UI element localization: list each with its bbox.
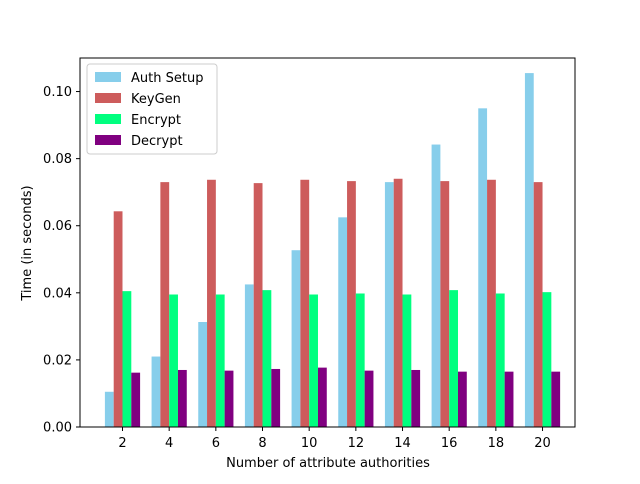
y-axis-label: Time (in seconds) xyxy=(20,185,35,301)
bar-keygen-16 xyxy=(440,181,450,427)
bar-encrypt-14 xyxy=(402,294,412,427)
bar-auth-setup-16 xyxy=(431,144,441,428)
bar-decrypt-10 xyxy=(317,367,327,427)
legend-label-keygen: KeyGen xyxy=(131,92,181,107)
bar-decrypt-18 xyxy=(504,371,514,427)
bar-decrypt-6 xyxy=(224,370,234,427)
bar-encrypt-16 xyxy=(449,290,458,427)
x-tick-label: 20 xyxy=(534,436,551,451)
bar-keygen-20 xyxy=(533,182,543,427)
x-tick-label: 4 xyxy=(165,436,173,451)
bar-encrypt-6 xyxy=(215,294,225,427)
bar-keygen-6 xyxy=(207,179,216,427)
legend-label-encrypt: Encrypt xyxy=(131,113,181,128)
bar-encrypt-4 xyxy=(169,294,178,427)
x-tick-label: 6 xyxy=(212,436,220,451)
bar-encrypt-2 xyxy=(122,291,132,427)
y-tick-label: 0.10 xyxy=(43,85,72,100)
x-tick-label: 14 xyxy=(394,436,411,451)
bar-auth-setup-8 xyxy=(244,284,254,427)
bar-auth-setup-12 xyxy=(338,217,348,427)
bar-auth-setup-18 xyxy=(478,108,488,427)
y-axis-ticks: 0.00 0.02 0.04 0.06 0.08 0.10 xyxy=(43,85,80,436)
legend-swatch-encrypt xyxy=(95,114,121,124)
legend-swatch-auth-setup xyxy=(95,72,121,82)
x-tick-label: 16 xyxy=(441,436,458,451)
bar-decrypt-20 xyxy=(551,371,561,427)
bar-decrypt-4 xyxy=(177,369,187,427)
bar-keygen-8 xyxy=(253,183,263,427)
bar-keygen-18 xyxy=(487,179,496,427)
bar-auth-setup-14 xyxy=(384,182,394,427)
legend-label-decrypt: Decrypt xyxy=(131,134,183,149)
bar-auth-setup-10 xyxy=(291,250,301,427)
bar-keygen-14 xyxy=(393,178,403,427)
y-tick-label: 0.00 xyxy=(43,421,72,436)
bar-decrypt-8 xyxy=(271,368,281,427)
x-tick-label: 2 xyxy=(118,436,126,451)
bar-encrypt-8 xyxy=(262,290,272,427)
y-tick-label: 0.04 xyxy=(43,286,72,301)
bar-decrypt-2 xyxy=(131,372,141,427)
bar-encrypt-10 xyxy=(309,294,318,427)
x-tick-label: 12 xyxy=(348,436,365,451)
bar-encrypt-18 xyxy=(495,293,505,427)
y-tick-label: 0.08 xyxy=(43,152,72,167)
bar-auth-setup-2 xyxy=(104,391,114,427)
x-axis-ticks: 2 4 6 8 10 12 14 16 18 20 xyxy=(118,427,551,451)
bar-auth-setup-20 xyxy=(524,73,534,427)
legend-box xyxy=(86,63,218,155)
legend: Auth Setup KeyGen Encrypt Decrypt xyxy=(86,63,218,155)
bar-keygen-12 xyxy=(347,181,356,427)
bar-keygen-4 xyxy=(160,182,170,427)
bar-encrypt-12 xyxy=(355,293,365,427)
bar-decrypt-12 xyxy=(364,370,374,427)
plot-frame xyxy=(79,57,576,428)
legend-label-auth-setup: Auth Setup xyxy=(131,71,203,86)
legend-swatch-decrypt xyxy=(95,135,121,145)
bar-keygen-2 xyxy=(113,211,123,427)
x-tick-label: 10 xyxy=(301,436,318,451)
x-tick-label: 18 xyxy=(488,436,505,451)
x-axis-label: Number of attribute authorities xyxy=(226,456,430,471)
bar-decrypt-14 xyxy=(411,369,421,427)
bar-decrypt-16 xyxy=(457,371,467,427)
y-tick-label: 0.02 xyxy=(43,353,72,368)
bar-encrypt-20 xyxy=(542,292,552,427)
bar-keygen-10 xyxy=(300,179,310,427)
legend-swatch-keygen xyxy=(95,93,121,103)
y-tick-label: 0.06 xyxy=(43,219,72,234)
bars-layer xyxy=(104,73,561,428)
bar-auth-setup-4 xyxy=(151,356,161,427)
bar-auth-setup-6 xyxy=(198,322,208,427)
x-tick-label: 8 xyxy=(258,436,266,451)
